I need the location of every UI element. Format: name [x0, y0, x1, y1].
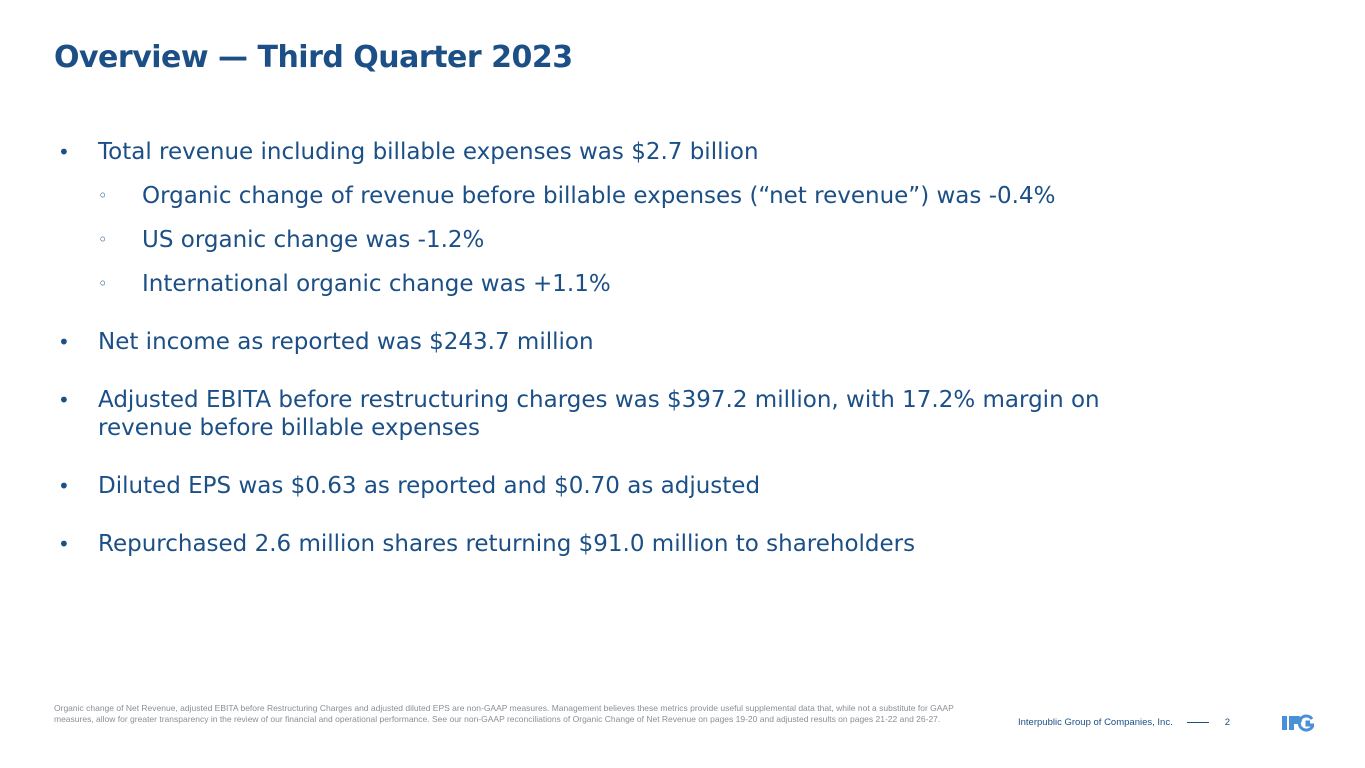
bullet-ring-icon: ◦ [98, 230, 108, 249]
slide-title: Overview — Third Quarter 2023 [54, 40, 573, 75]
bullet-item: • Adjusted EBITA before restructuring ch… [58, 386, 1138, 442]
ipg-logo-icon [1282, 714, 1314, 732]
sub-bullet-item: ◦ US organic change was -1.2% [58, 226, 1138, 254]
bullet-ring-icon: ◦ [98, 186, 108, 205]
bullet-text: Total revenue including billable expense… [98, 139, 759, 165]
bullet-item: • Total revenue including billable expen… [58, 138, 1138, 298]
bullet-dot-icon: • [58, 532, 70, 556]
bullet-item: • Diluted EPS was $0.63 as reported and … [58, 472, 1138, 500]
footer: Interpublic Group of Companies, Inc. 2 [1018, 717, 1230, 728]
bullet-text: Net income as reported was $243.7 millio… [98, 329, 594, 355]
sub-bullet-list: ◦ Organic change of revenue before billa… [98, 182, 1138, 298]
footer-company: Interpublic Group of Companies, Inc. [1018, 717, 1173, 728]
bullet-dot-icon: • [58, 388, 70, 412]
bullet-text: Adjusted EBITA before restructuring char… [98, 387, 1100, 441]
bullet-text: Repurchased 2.6 million shares returning… [98, 531, 916, 557]
sub-bullet-text: US organic change was -1.2% [142, 227, 485, 253]
bullet-text: Diluted EPS was $0.63 as reported and $0… [98, 473, 761, 499]
bullet-item: • Repurchased 2.6 million shares returni… [58, 530, 1138, 558]
sub-bullet-text: International organic change was +1.1% [142, 271, 611, 297]
footnote: Organic change of Net Revenue, adjusted … [54, 703, 954, 724]
bullet-item: • Net income as reported was $243.7 mill… [58, 328, 1138, 356]
footer-divider [1186, 722, 1209, 723]
bullet-ring-icon: ◦ [98, 274, 108, 293]
bullet-dot-icon: • [58, 140, 70, 164]
sub-bullet-item: ◦ International organic change was +1.1% [58, 270, 1138, 298]
sub-bullet-text: Organic change of revenue before billabl… [142, 183, 1056, 209]
sub-bullet-item: ◦ Organic change of revenue before billa… [58, 182, 1138, 210]
page-number: 2 [1224, 717, 1231, 728]
bullet-list: • Total revenue including billable expen… [58, 138, 1138, 588]
bullet-dot-icon: • [58, 330, 70, 354]
bullet-dot-icon: • [58, 474, 70, 498]
